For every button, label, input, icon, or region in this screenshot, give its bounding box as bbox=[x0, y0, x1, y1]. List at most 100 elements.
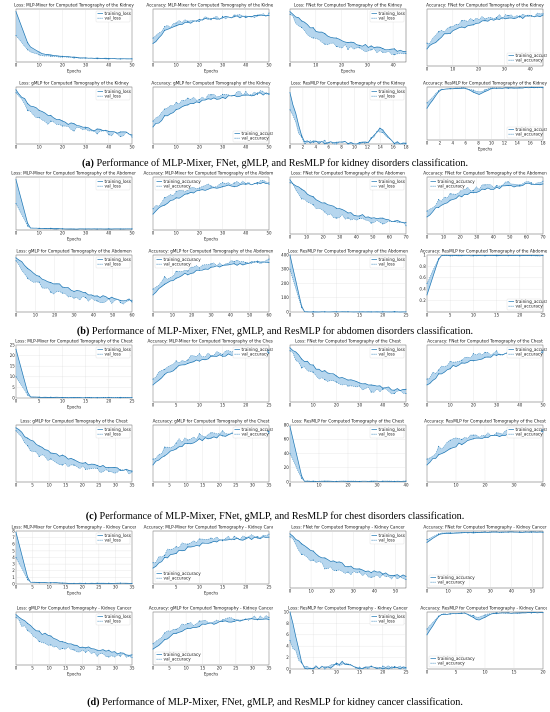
data-point bbox=[438, 31, 440, 33]
data-point bbox=[324, 568, 326, 570]
legend bbox=[369, 256, 405, 269]
data-point bbox=[289, 611, 291, 613]
data-point bbox=[187, 362, 189, 365]
data-point bbox=[426, 541, 428, 543]
data-point bbox=[15, 89, 17, 91]
series-line-val_accuracy bbox=[426, 531, 544, 540]
data-point bbox=[256, 261, 258, 263]
x-tick-label: 30 bbox=[488, 589, 494, 594]
data-point bbox=[164, 204, 166, 206]
chart-title: Loss: gMLP for Computed Tomography of th… bbox=[19, 81, 129, 86]
data-point bbox=[61, 582, 63, 584]
data-point bbox=[370, 49, 372, 51]
data-point bbox=[289, 254, 291, 256]
legend-label: val_loss bbox=[379, 431, 395, 436]
data-point bbox=[222, 186, 224, 188]
data-point bbox=[27, 630, 29, 632]
legend-label: training_accuracy bbox=[516, 127, 548, 132]
legend bbox=[232, 346, 268, 359]
data-point bbox=[312, 480, 314, 483]
legend-label: training_loss bbox=[105, 179, 131, 184]
legend-label: training_accuracy bbox=[164, 257, 202, 262]
data-point bbox=[73, 464, 75, 466]
data-point bbox=[438, 90, 440, 92]
data-point bbox=[324, 557, 326, 559]
data-point bbox=[164, 554, 166, 557]
data-point bbox=[438, 454, 440, 456]
chart-panel-b7: Loss: ResMLP for Computed Tomography of … bbox=[278, 248, 410, 320]
series-gap-fill bbox=[427, 429, 543, 465]
data-point bbox=[61, 292, 63, 294]
data-point bbox=[268, 349, 270, 351]
chart-panel-d3: Loss: FNet for Computed Tomography - Kid… bbox=[278, 524, 410, 596]
chart-svg-d1: Loss: MLP-Mixer for Computed Tomography … bbox=[11, 525, 136, 596]
x-tick-label: 50 bbox=[129, 231, 135, 236]
data-point bbox=[108, 656, 110, 658]
data-point bbox=[359, 385, 361, 387]
data-point bbox=[164, 368, 166, 370]
y-tick-label: 0 bbox=[12, 395, 15, 400]
data-point bbox=[256, 183, 258, 185]
x-tick-label: 0 bbox=[289, 589, 292, 594]
data-point bbox=[50, 120, 52, 122]
data-point bbox=[38, 630, 40, 632]
data-point bbox=[164, 29, 166, 31]
data-point bbox=[335, 45, 337, 48]
caption-a: (a) Performance of MLP-Mixer, FNet, gMLP… bbox=[82, 158, 468, 169]
legend-label: val_accuracy bbox=[516, 131, 544, 136]
x-tick-label: 10 bbox=[316, 483, 322, 488]
data-point bbox=[426, 107, 428, 109]
chart-panel-c8: Accuracy: ResMLP for Computed Tomography… bbox=[415, 418, 547, 490]
data-point bbox=[175, 628, 177, 630]
x-tick-label: 4 bbox=[315, 145, 318, 150]
data-point bbox=[324, 143, 326, 145]
series-gap-fill bbox=[16, 179, 132, 230]
data-point bbox=[175, 632, 177, 634]
x-tick-label: 30 bbox=[337, 235, 343, 240]
data-point bbox=[210, 19, 212, 21]
data-point bbox=[27, 445, 29, 447]
x-tick-label: 15 bbox=[63, 483, 69, 488]
x-tick-label: 0 bbox=[15, 666, 18, 671]
data-point bbox=[438, 369, 440, 371]
x-tick-label: 30 bbox=[502, 67, 508, 72]
x-tick-label: 30 bbox=[511, 483, 517, 488]
data-point bbox=[461, 87, 463, 89]
data-point bbox=[426, 294, 428, 296]
data-point bbox=[359, 217, 361, 220]
data-point bbox=[289, 639, 291, 642]
chart-title: Loss: ResMLP for Computed Tomography of … bbox=[292, 419, 404, 424]
data-point bbox=[198, 625, 200, 628]
data-point bbox=[484, 18, 486, 20]
data-point bbox=[370, 311, 372, 313]
data-point bbox=[73, 57, 75, 59]
data-point bbox=[187, 270, 189, 272]
data-point bbox=[347, 42, 349, 44]
data-point bbox=[324, 43, 326, 45]
data-point bbox=[382, 665, 384, 667]
x-tick-label: 5 bbox=[38, 399, 41, 404]
x-tick-label: 10 bbox=[37, 145, 43, 150]
data-point bbox=[359, 481, 361, 483]
data-point bbox=[233, 182, 235, 184]
data-point bbox=[210, 432, 212, 434]
data-point bbox=[472, 89, 474, 91]
data-point bbox=[449, 532, 451, 534]
data-point bbox=[301, 136, 303, 138]
data-point bbox=[131, 134, 133, 136]
data-point bbox=[96, 655, 98, 657]
chart-panel-b8: Accuracy: ResMLP for Computed Tomography… bbox=[415, 248, 547, 320]
chart-svg-d6: Accuracy: gMLP for Computed Tomography -… bbox=[149, 606, 273, 677]
data-point bbox=[85, 397, 87, 399]
data-point bbox=[152, 378, 154, 380]
data-point bbox=[405, 51, 407, 53]
data-point bbox=[73, 123, 75, 125]
chart-title: Accuracy: ResMLP for Computed Tomography… bbox=[423, 81, 547, 86]
data-point bbox=[164, 556, 166, 559]
data-point bbox=[519, 16, 521, 18]
data-point bbox=[542, 13, 544, 15]
x-tick-label: 15 bbox=[63, 585, 69, 590]
x-tick-label: 30 bbox=[83, 231, 89, 236]
data-point bbox=[405, 392, 407, 394]
data-point bbox=[198, 360, 200, 362]
